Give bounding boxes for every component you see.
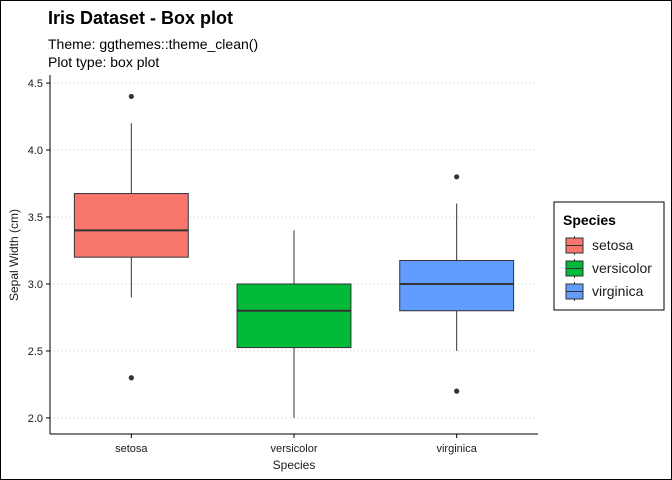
box-virginica bbox=[399, 174, 515, 394]
outlier-point bbox=[454, 388, 460, 394]
y-tick-label: 4.5 bbox=[28, 78, 43, 90]
y-tick-label: 2.0 bbox=[28, 413, 43, 425]
x-axis-title: Species bbox=[273, 458, 316, 472]
legend-entry-setosa: setosa bbox=[565, 236, 633, 255]
box-setosa bbox=[73, 93, 189, 381]
box-versicolor bbox=[236, 230, 352, 418]
x-axis-ticks: setosa versicolor virginica bbox=[115, 434, 478, 455]
boxes bbox=[73, 93, 515, 418]
chart-subtitle-line-2: Plot type: box plot bbox=[48, 54, 159, 70]
outlier-point bbox=[454, 174, 460, 180]
y-tick-label: 4.0 bbox=[28, 145, 43, 157]
box-iqr bbox=[236, 283, 352, 349]
legend: Species setosa versicolor virginica bbox=[553, 201, 665, 311]
box-iqr bbox=[73, 193, 189, 258]
y-tick-label: 2.5 bbox=[28, 346, 43, 358]
box-iqr bbox=[399, 260, 515, 312]
legend-title: Species bbox=[563, 212, 616, 228]
y-axis-title: Sepal Width (cm) bbox=[7, 209, 21, 301]
legend-label: setosa bbox=[592, 237, 633, 253]
y-tick-label: 3.0 bbox=[28, 279, 43, 291]
x-tick-label: virginica bbox=[436, 443, 477, 455]
y-tick-label: 3.5 bbox=[28, 212, 43, 224]
x-tick-label: setosa bbox=[115, 443, 148, 455]
chart-title: Iris Dataset - Box plot bbox=[48, 8, 233, 28]
x-tick-label: versicolor bbox=[270, 443, 317, 455]
outlier-point bbox=[128, 375, 134, 381]
outlier-point bbox=[128, 93, 134, 100]
legend-entry-versicolor: versicolor bbox=[565, 259, 652, 278]
y-axis-ticks: 2.0 2.5 3.0 3.5 4.0 4.5 bbox=[28, 78, 50, 425]
legend-entries: setosa versicolor virginica bbox=[565, 236, 652, 301]
legend-label: versicolor bbox=[592, 260, 652, 276]
legend-label: virginica bbox=[592, 283, 644, 299]
chart-subtitle-line-1: Theme: ggthemes::theme_clean() bbox=[48, 36, 258, 52]
legend-entry-virginica: virginica bbox=[565, 282, 644, 301]
